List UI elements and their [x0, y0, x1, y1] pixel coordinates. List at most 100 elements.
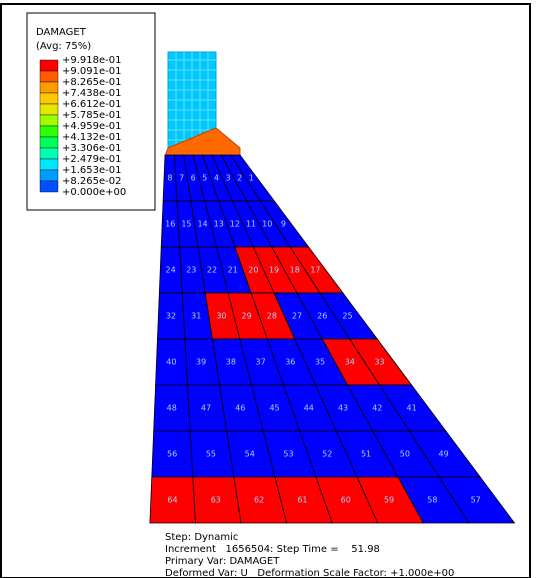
legend-swatch [39, 136, 59, 149]
element-label: 45 [269, 404, 279, 413]
element-label: 48 [167, 404, 177, 413]
element-label: 57 [471, 496, 481, 505]
element-label: 56 [167, 450, 177, 459]
legend-label: +7.438e-01 [62, 88, 122, 99]
element-label: 34 [345, 358, 355, 367]
legend-swatch [39, 180, 59, 193]
element-label: 6 [191, 174, 196, 183]
element-label: 5 [202, 174, 207, 183]
legend-label: +1.653e-01 [62, 165, 122, 176]
legend-label: +9.091e-01 [62, 66, 122, 77]
element-label: 28 [267, 312, 277, 321]
element-label: 60 [341, 496, 351, 505]
element-label: 13 [214, 220, 224, 229]
legend-label: +9.918e-01 [62, 55, 122, 66]
element-label: 54 [245, 450, 255, 459]
element-label: 38 [226, 358, 236, 367]
legend-swatch [39, 81, 59, 94]
info-line: Deformed Var: U Deformation Scale Factor… [165, 568, 454, 578]
element-label: 22 [207, 266, 217, 275]
info-line: Primary Var: DAMAGET [165, 556, 280, 567]
legend-label: +3.306e-01 [62, 143, 122, 154]
element-label: 53 [283, 450, 293, 459]
legend-swatch [39, 70, 59, 83]
element-label: 39 [196, 358, 206, 367]
legend-label: +8.265e-02 [62, 176, 122, 187]
element-label: 25 [342, 312, 352, 321]
element-label: 46 [235, 404, 245, 413]
element-label: 40 [166, 358, 176, 367]
element-label: 55 [206, 450, 216, 459]
element-label: 31 [191, 312, 201, 321]
legend-label: +2.479e-01 [62, 154, 122, 165]
legend-label: +0.000e+00 [62, 187, 126, 198]
element-label: 10 [262, 220, 272, 229]
element-label: 27 [292, 312, 302, 321]
element-label: 1 [249, 174, 254, 183]
legend-swatch [39, 114, 59, 127]
legend-label: +8.265e-01 [62, 77, 122, 88]
mesh: 8 7 6 5 4 3 2 116 15 14 13 12 11 10 924 23 22 21 20 19 18 173… [149, 154, 516, 524]
element-label: 37 [255, 358, 265, 367]
element-label: 4 [214, 174, 219, 183]
element-label: 51 [361, 450, 371, 459]
legend-label: +4.959e-01 [62, 121, 122, 132]
element-label: 29 [242, 312, 252, 321]
fine-mesh [164, 51, 241, 157]
element-label: 32 [166, 312, 176, 321]
element-label: 2 [237, 174, 242, 183]
element-label: 49 [439, 450, 449, 459]
element-label: 41 [406, 404, 416, 413]
legend-swatch [39, 103, 59, 116]
element-label: 3 [226, 174, 231, 183]
legend-swatch [39, 147, 59, 160]
element-label: 42 [372, 404, 382, 413]
legend-label: +4.132e-01 [62, 132, 122, 143]
info-line: Increment 1656504: Step Time = 51.98 [165, 544, 380, 555]
element-label: 58 [427, 496, 437, 505]
element-label: 36 [285, 358, 295, 367]
info-line: Step: Dynamic [165, 532, 238, 543]
element-label: 19 [269, 266, 279, 275]
element-label: 20 [248, 266, 258, 275]
legend-swatch [39, 59, 59, 72]
element-label: 18 [290, 266, 300, 275]
element-label: 62 [254, 496, 264, 505]
element-label: 21 [228, 266, 238, 275]
element-label: 64 [167, 496, 177, 505]
element-label: 12 [230, 220, 240, 229]
element-label: 9 [281, 220, 286, 229]
element-label: 35 [315, 358, 325, 367]
element-label: 24 [166, 266, 176, 275]
element-label: 16 [165, 220, 175, 229]
legend-swatch [39, 169, 59, 182]
element-label: 7 [179, 174, 184, 183]
element [438, 476, 516, 524]
element-label: 30 [216, 312, 226, 321]
legend-label: +6.612e-01 [62, 99, 122, 110]
element-label: 59 [384, 496, 394, 505]
element-label: 15 [181, 220, 191, 229]
legend-title: DAMAGET [36, 27, 87, 38]
legend-swatch [39, 92, 59, 105]
element-label: 11 [246, 220, 256, 229]
element-label: 50 [400, 450, 410, 459]
element-label: 43 [338, 404, 348, 413]
element-label: 26 [317, 312, 327, 321]
legend-swatch [39, 125, 59, 138]
element-label: 33 [374, 358, 384, 367]
fine-mesh-lines [168, 52, 216, 148]
element-label: 14 [197, 220, 207, 229]
element-label: 52 [322, 450, 332, 459]
legend-label: +5.785e-01 [62, 110, 122, 121]
element-label: 44 [304, 404, 314, 413]
legend-swatch [39, 158, 59, 171]
element-label: 63 [211, 496, 221, 505]
legend-subtitle: (Avg: 75%) [36, 41, 91, 52]
element-label: 23 [186, 266, 196, 275]
element-label: 61 [297, 496, 307, 505]
element-label: 47 [201, 404, 211, 413]
element-label: 8 [167, 174, 172, 183]
element-label: 17 [310, 266, 320, 275]
